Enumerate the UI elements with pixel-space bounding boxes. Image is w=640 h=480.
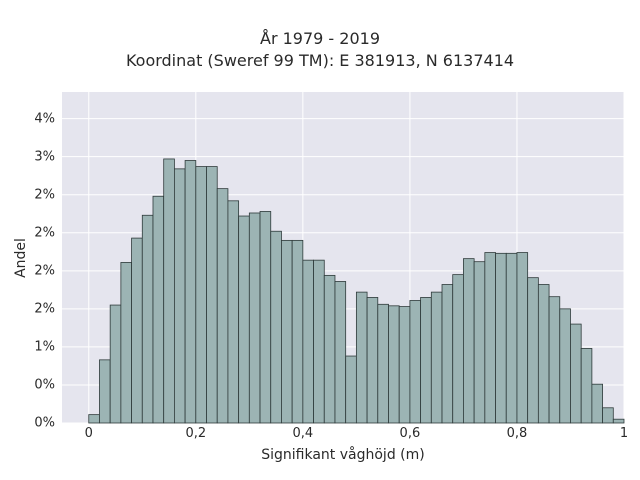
histogram-bar: [313, 259, 325, 424]
histogram-bar: [430, 291, 443, 424]
histogram-bar: [548, 296, 561, 424]
histogram-bar: [345, 355, 357, 424]
histogram-bar: [152, 195, 165, 424]
histogram-bar: [323, 274, 336, 424]
histogram-bar: [559, 308, 571, 424]
histogram-bar: [238, 215, 250, 424]
histogram-bar: [302, 259, 314, 424]
histogram-bar: [495, 252, 507, 424]
histogram-bar: [206, 166, 218, 424]
histogram-bar: [259, 211, 272, 424]
histogram-bar: [570, 323, 582, 424]
histogram-bar: [516, 252, 529, 424]
histogram-bar: [131, 237, 143, 424]
y-tick-label: 3%: [34, 149, 55, 165]
histogram-bar: [612, 418, 625, 424]
x-tick-label: 0,2: [185, 426, 207, 441]
y-tick-label: 1%: [34, 339, 55, 355]
histogram-bar: [227, 200, 240, 424]
chart-title-coordinates: Koordinat (Sweref 99 TM): E 381913, N 61…: [125, 51, 515, 70]
histogram-bar: [291, 239, 304, 424]
histogram-bar: [537, 284, 550, 424]
histogram-bar: [99, 359, 111, 424]
histogram-bar: [591, 383, 603, 424]
x-axis-label: Signifikant våghöjd (m): [261, 447, 425, 463]
histogram-bar: [173, 168, 186, 424]
histogram-bar: [441, 284, 454, 424]
y-tick-label: 4%: [34, 111, 55, 127]
histogram-bar: [163, 158, 175, 424]
histogram-bar: [366, 297, 379, 424]
y-tick-label: 2%: [34, 301, 55, 317]
y-tick-label: 2%: [34, 187, 55, 203]
histogram-bar: [355, 291, 368, 424]
histogram-bar: [184, 160, 197, 424]
histogram-bar: [527, 277, 539, 424]
histogram-bar: [398, 306, 411, 424]
histogram-bar: [109, 304, 122, 424]
histogram-bar: [580, 348, 593, 424]
y-tick-label: 0%: [34, 377, 55, 393]
x-tick-label: 1: [619, 426, 629, 441]
y-tick-label: 2%: [34, 225, 55, 241]
x-tick-label: 0: [84, 426, 93, 441]
histogram-bar: [120, 262, 132, 424]
chart-title-years: År 1979 - 2019: [260, 29, 380, 48]
histogram-bar: [195, 166, 207, 424]
histogram-bar: [248, 212, 261, 424]
histogram-bar: [141, 214, 154, 424]
x-tick-label: 0,8: [506, 426, 528, 441]
histogram-bar: [334, 281, 347, 424]
histogram-bar: [473, 261, 486, 424]
histogram-bar: [409, 300, 422, 424]
histogram-bar: [88, 414, 100, 424]
histogram-bar: [484, 252, 496, 424]
histogram-bar: [270, 230, 282, 424]
histogram-bar: [388, 305, 400, 424]
histogram-bar: [216, 188, 229, 424]
y-axis-label: Andel: [13, 238, 29, 278]
histogram-bar: [505, 252, 518, 424]
histogram-bar: [452, 274, 464, 424]
histogram-bar: [281, 239, 293, 424]
histogram-bars: [88, 158, 625, 424]
histogram-bar: [420, 297, 432, 424]
y-tick-label: 0%: [34, 415, 55, 431]
y-tick-label: 2%: [34, 263, 55, 279]
x-tick-label: 0,6: [399, 426, 421, 441]
histogram-bar: [463, 258, 475, 424]
histogram-bar: [377, 303, 389, 424]
x-tick-label: 0,4: [292, 426, 314, 441]
histogram-bar: [602, 407, 614, 424]
